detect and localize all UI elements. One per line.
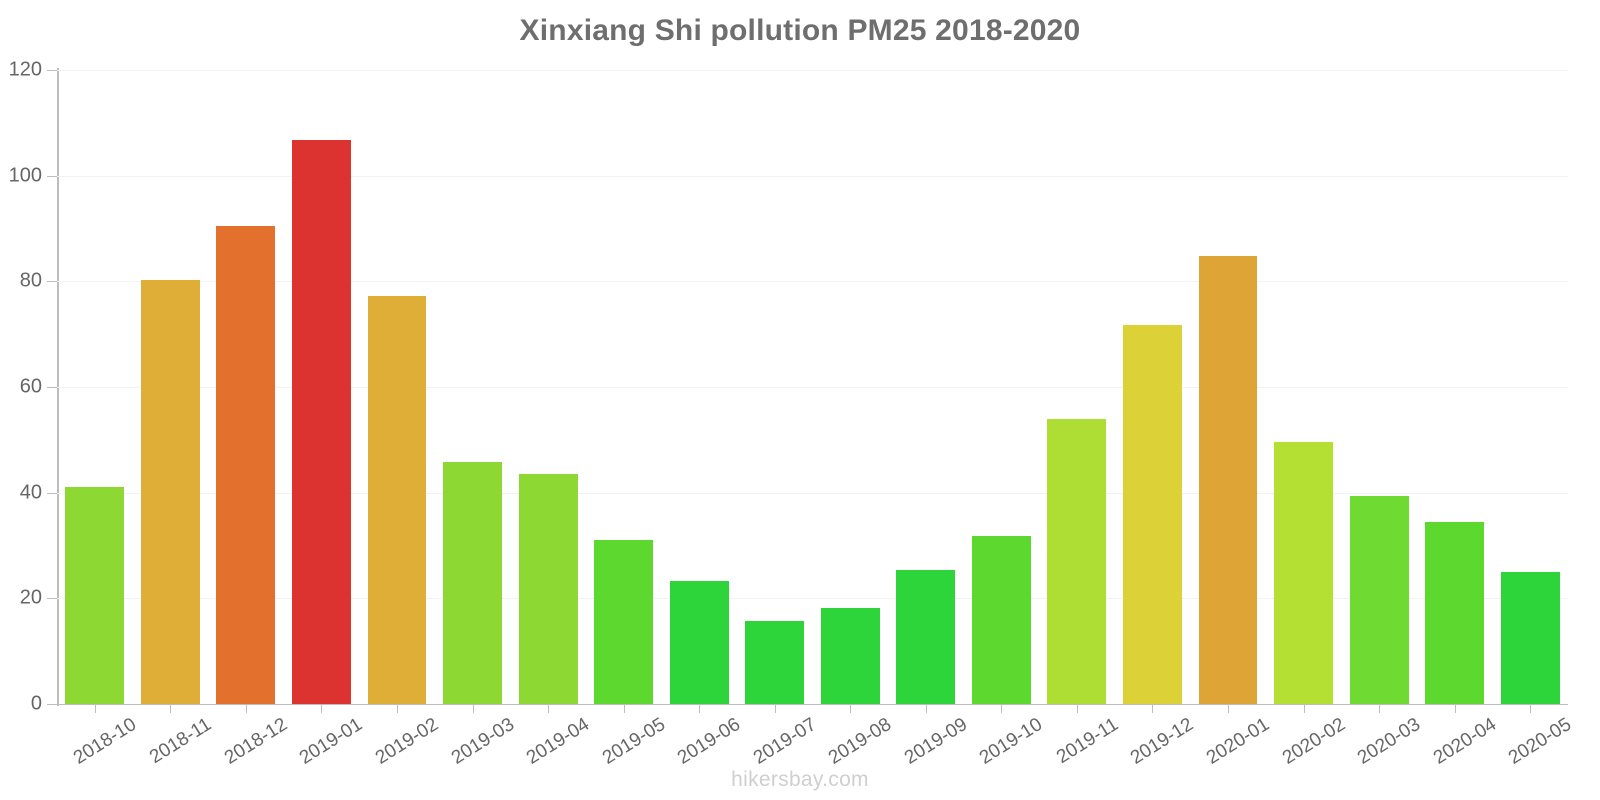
bar-series [57,70,1568,704]
x-axis-tick-mark [321,704,323,713]
bar[interactable] [1123,325,1182,704]
gridline [57,175,1568,177]
x-axis-tick-mark [1379,704,1381,713]
x-axis-tick-mark [548,704,550,713]
y-axis-tick-mark [47,70,57,71]
x-axis-tick-mark [1152,704,1154,713]
x-axis-tick-mark [1076,704,1078,713]
x-axis-tick-mark [170,704,172,713]
x-axis-tick-mark [245,704,247,713]
gridline [57,598,1568,600]
plot-area [57,70,1568,704]
y-axis-tick-label: 40 [19,481,42,504]
y-axis-tick-label: 120 [8,58,42,81]
y-axis-tick-mark [47,387,57,388]
y-axis-tick-mark [47,704,57,705]
y-axis-tick-label: 0 [30,692,42,715]
x-axis-tick-mark [699,704,701,713]
bar[interactable] [1349,495,1409,704]
x-axis-tick-mark [1530,704,1532,713]
bar[interactable] [896,570,956,704]
bar[interactable] [443,461,502,704]
x-axis-tick-mark [396,704,398,713]
x-axis-tick-mark [774,704,776,713]
bar[interactable] [518,474,578,704]
bar[interactable] [820,608,880,704]
bar[interactable] [1274,441,1334,704]
y-axis-tick-mark [47,598,57,600]
y-axis-tick-label: 20 [19,586,42,609]
y-axis-tick-mark [47,492,57,494]
y-axis-tick-mark [47,175,57,177]
bar[interactable] [669,580,729,704]
bar[interactable] [1047,419,1107,704]
gridline [57,281,1568,283]
gridline [57,492,1568,494]
bar[interactable] [594,540,654,704]
bar[interactable] [65,487,125,704]
bar[interactable] [1425,522,1485,704]
x-axis-tick-mark [1454,704,1456,713]
bar[interactable] [216,226,276,704]
x-axis-tick-mark [850,704,852,713]
chart-title: Xinxiang Shi pollution PM25 2018-2020 [519,14,1081,47]
x-axis-tick-mark [472,704,474,713]
bar[interactable] [140,279,200,704]
y-axis-tick-label: 60 [19,375,42,398]
gridline [57,387,1568,388]
x-axis-tick-mark [1303,704,1305,713]
bar[interactable] [745,620,805,704]
source-watermark: hikersbay.com [731,768,869,791]
x-axis-labels: 2018-10 2018-11 2018-12 2019-01 2019-02 2019-… [57,704,1575,794]
gridline [57,70,1568,71]
y-axis-tick-label: 80 [19,269,42,292]
bar[interactable] [367,295,427,704]
bar[interactable] [971,536,1031,704]
x-axis-tick-mark [925,704,927,713]
bar[interactable] [1198,255,1258,704]
bar[interactable] [1500,572,1560,704]
y-axis-tick-label: 100 [8,164,42,187]
bar[interactable] [291,139,351,704]
y-axis-tick-mark [47,281,57,283]
x-axis-tick-mark [623,704,625,713]
x-axis-tick-mark [1001,704,1003,713]
x-axis-tick-mark [1228,704,1230,713]
x-axis-line [47,704,1568,705]
x-axis-tick-mark [94,704,96,713]
